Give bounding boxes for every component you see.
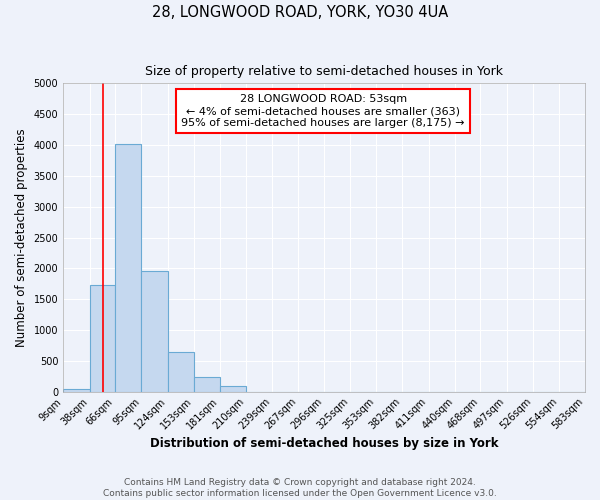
Title: Size of property relative to semi-detached houses in York: Size of property relative to semi-detach… [145,65,503,78]
X-axis label: Distribution of semi-detached houses by size in York: Distribution of semi-detached houses by … [150,437,499,450]
Bar [63,388,89,392]
Bar [194,377,220,392]
Text: 28 LONGWOOD ROAD: 53sqm
← 4% of semi-detached houses are smaller (363)
95% of se: 28 LONGWOOD ROAD: 53sqm ← 4% of semi-det… [181,94,465,128]
Bar [89,285,115,392]
Bar [168,352,194,392]
Y-axis label: Number of semi-detached properties: Number of semi-detached properties [15,128,28,347]
Text: 28, LONGWOOD ROAD, YORK, YO30 4UA: 28, LONGWOOD ROAD, YORK, YO30 4UA [152,5,448,20]
Text: Contains HM Land Registry data © Crown copyright and database right 2024.
Contai: Contains HM Land Registry data © Crown c… [103,478,497,498]
Bar [220,386,246,392]
Bar [115,144,142,392]
Bar [142,272,168,392]
